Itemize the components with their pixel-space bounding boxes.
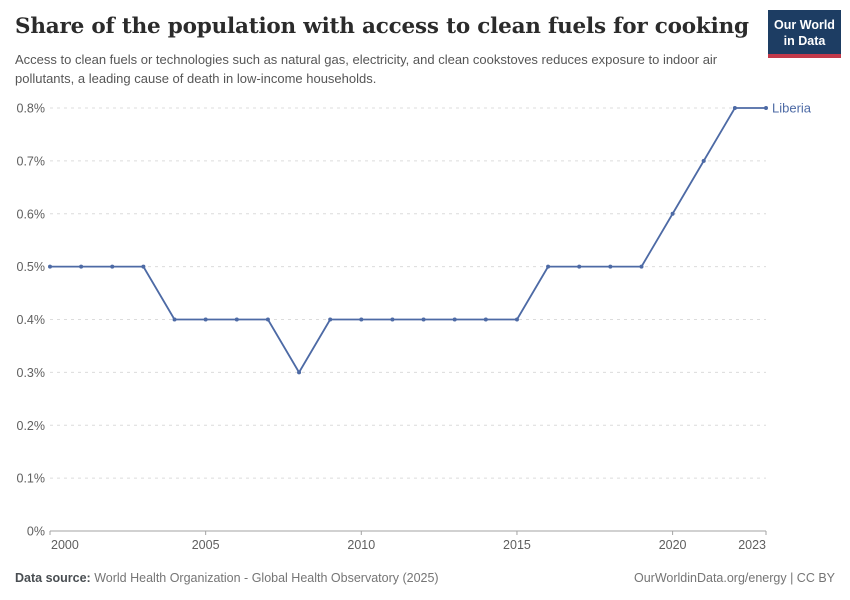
data-point[interactable]: [577, 264, 582, 269]
data-point[interactable]: [172, 317, 177, 322]
data-source-text[interactable]: World Health Organization - Global Healt…: [94, 571, 439, 585]
chart-subtitle: Access to clean fuels or technologies su…: [15, 52, 718, 86]
data-point[interactable]: [297, 370, 302, 375]
x-tick-label: 2000: [51, 538, 79, 552]
data-point[interactable]: [764, 106, 768, 110]
y-tick-label: 0.6%: [17, 207, 46, 221]
x-tick-label: 2010: [347, 538, 375, 552]
data-point[interactable]: [141, 264, 146, 269]
data-point[interactable]: [701, 158, 706, 163]
data-point[interactable]: [670, 211, 675, 216]
owid-logo-line2: in Data: [783, 34, 826, 48]
y-tick-label: 0.8%: [17, 102, 46, 116]
data-point[interactable]: [639, 264, 644, 269]
data-point[interactable]: [234, 317, 239, 322]
data-point[interactable]: [514, 317, 519, 322]
data-point[interactable]: [421, 317, 426, 322]
owid-url-license[interactable]: OurWorldinData.org/energy | CC BY: [633, 571, 835, 585]
y-tick-label: 0.1%: [17, 472, 46, 486]
data-point[interactable]: [79, 264, 84, 269]
y-tick-label: 0.3%: [17, 366, 46, 380]
data-point[interactable]: [328, 317, 333, 322]
data-source-label: Data source:: [15, 571, 91, 585]
series-line[interactable]: [50, 107, 766, 374]
data-point[interactable]: [110, 264, 115, 269]
y-tick-label: 0.7%: [17, 154, 46, 168]
owid-logo[interactable]: Our World in Data: [768, 10, 841, 58]
y-tick-label: 0%: [27, 525, 45, 539]
x-tick-label: 2023: [738, 538, 766, 552]
owid-logo-line1: Our World: [774, 18, 835, 32]
x-tick-label: 2020: [659, 538, 687, 552]
data-point[interactable]: [608, 264, 613, 269]
chart-title: Share of the population with access to c…: [15, 14, 749, 39]
y-tick-label: 0.2%: [17, 419, 46, 433]
series-end-label[interactable]: Liberia: [772, 101, 812, 116]
data-point[interactable]: [452, 317, 457, 322]
y-tick-label: 0.5%: [17, 260, 46, 274]
data-point[interactable]: [48, 264, 52, 269]
data-point[interactable]: [359, 317, 364, 322]
data-point[interactable]: [265, 317, 270, 322]
data-point[interactable]: [732, 106, 737, 110]
x-tick-label: 2015: [503, 538, 531, 552]
data-point[interactable]: [483, 317, 488, 322]
data-point[interactable]: [390, 317, 395, 322]
data-source-note: Data source: World Health Organization -…: [15, 571, 439, 585]
data-point[interactable]: [203, 317, 208, 322]
y-tick-label: 0.4%: [17, 313, 46, 327]
data-point[interactable]: [546, 264, 551, 269]
x-tick-label: 2005: [192, 538, 220, 552]
